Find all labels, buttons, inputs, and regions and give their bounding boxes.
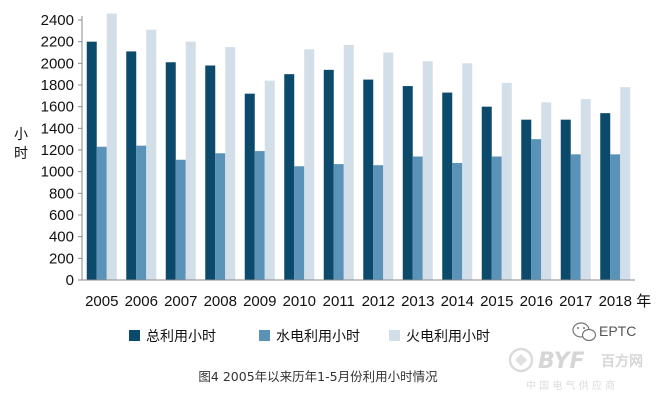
y-tick-label: 800 (49, 185, 74, 202)
legend-label: 总利用小时 (146, 329, 216, 345)
x-tick-label: 2010 (283, 293, 316, 310)
bar-2007-series-1 (175, 159, 186, 280)
x-tick-label: 2018 (599, 293, 632, 310)
bar-2006-series-0 (126, 51, 137, 280)
byf-footer-text: 中 国 电 气 供 应 商 (526, 379, 615, 392)
bar-2018-series-1 (610, 154, 621, 280)
legend-swatch (259, 330, 270, 341)
y-axis-label-1: 小 (14, 127, 28, 143)
bar-2007-series-2 (185, 41, 196, 280)
x-tick-label: 2008 (204, 293, 237, 310)
bar-2013-series-1 (412, 156, 423, 280)
legend-swatch (389, 330, 400, 341)
bar-2015-series-1 (491, 156, 502, 280)
figure-caption: 图4 2005年以来历年1-5月份利用小时情况 (198, 369, 438, 384)
y-tick-label: 600 (49, 207, 74, 224)
y-tick-label: 2400 (41, 12, 74, 29)
bars-layer (86, 13, 631, 281)
x-tick-label: 2009 (243, 293, 276, 310)
y-tick-label: 2000 (41, 55, 74, 72)
wechat-icon (572, 322, 597, 342)
bar-2014-series-0 (442, 92, 453, 280)
bar-2009-series-2 (264, 80, 275, 281)
x-tick-label: 2006 (125, 293, 158, 310)
bar-2005-series-2 (106, 13, 117, 280)
legend-label: 水电利用小时 (276, 329, 360, 345)
bar-2010-series-2 (304, 49, 315, 280)
legend-label: 火电利用小时 (406, 329, 490, 345)
legend-swatch (129, 330, 140, 341)
x-tick-label: 2015 (480, 293, 513, 310)
byf-brand-cn: 百方网 (601, 353, 643, 370)
bar-2013-series-0 (402, 86, 413, 280)
y-axis: 0 200 400 600 800 1000 1200 1400 1600 1800 2000 220… (41, 12, 83, 289)
bar-2008-series-1 (215, 153, 226, 280)
bar-2012-series-1 (373, 165, 384, 280)
bar-2017-series-2 (580, 99, 591, 280)
y-tick-label: 1400 (41, 120, 74, 137)
byf-logo-icon (508, 347, 534, 373)
legend: 总利用小时 水电利用小时 火电利用小时 (129, 329, 490, 345)
x-tick-label: 2012 (362, 293, 395, 310)
bar-2014-series-2 (462, 63, 473, 281)
x-tick-label: 2016 (520, 293, 553, 310)
y-tick-label: 1600 (41, 99, 74, 116)
x-tick-label: 2017 (559, 293, 592, 310)
y-tick-label: 1000 (41, 164, 74, 181)
bar-2012-series-2 (383, 52, 394, 280)
x-tick-label: 2011 (323, 293, 355, 310)
y-axis-label-2: 时 (14, 146, 28, 162)
bar-2008-series-2 (225, 47, 236, 281)
bar-2016-series-2 (541, 102, 552, 280)
bar-2015-series-2 (501, 82, 512, 280)
bar-2016-series-0 (521, 119, 532, 281)
bar-2017-series-1 (570, 154, 581, 280)
bar-2018-series-0 (600, 113, 611, 281)
x-tick-label: 2005 (85, 293, 118, 310)
x-tick-label: 2014 (441, 293, 474, 310)
bar-2005-series-1 (96, 146, 107, 280)
bar-2016-series-1 (531, 139, 542, 280)
bar-2009-series-1 (254, 151, 265, 280)
wechat-watermark: EPTC (572, 322, 636, 342)
bar-2011-series-0 (323, 69, 334, 280)
y-tick-label: 200 (49, 250, 74, 267)
bar-2013-series-2 (422, 61, 433, 280)
bar-2015-series-0 (481, 106, 492, 281)
bar-2008-series-0 (205, 65, 216, 280)
bar-2011-series-1 (333, 164, 344, 280)
bar-2007-series-0 (165, 62, 176, 280)
bar-2010-series-0 (284, 74, 295, 281)
y-tick-label: 1200 (41, 142, 74, 159)
bar-2012-series-0 (363, 79, 374, 280)
bar-2014-series-1 (452, 163, 463, 280)
bar-2009-series-0 (244, 93, 255, 281)
x-axis: 2005 2006 2007 2008 2009 2010 2011 2012 2013 2014… (82, 279, 651, 310)
y-tick-label: 2200 (41, 34, 74, 51)
x-tick-label: 2013 (401, 293, 434, 310)
x-tick-label: 2007 (164, 293, 197, 310)
y-tick-label: 0 (66, 272, 74, 289)
bar-2011-series-2 (343, 44, 354, 280)
bar-2010-series-1 (294, 166, 305, 280)
y-tick-label: 400 (49, 229, 74, 246)
bar-2017-series-0 (560, 119, 571, 281)
byf-brand-text: BYF (538, 349, 585, 374)
byf-watermark: BYF 百方网 中 国 电 气 供 应 商 (508, 347, 643, 392)
y-tick-label: 1800 (41, 77, 74, 94)
wechat-watermark-text: EPTC (599, 323, 636, 339)
bar-2006-series-2 (146, 29, 157, 280)
bar-2005-series-0 (86, 41, 97, 280)
bar-2018-series-2 (620, 87, 631, 281)
x-unit-label: 年 (636, 292, 651, 310)
bar-2006-series-1 (136, 145, 147, 280)
